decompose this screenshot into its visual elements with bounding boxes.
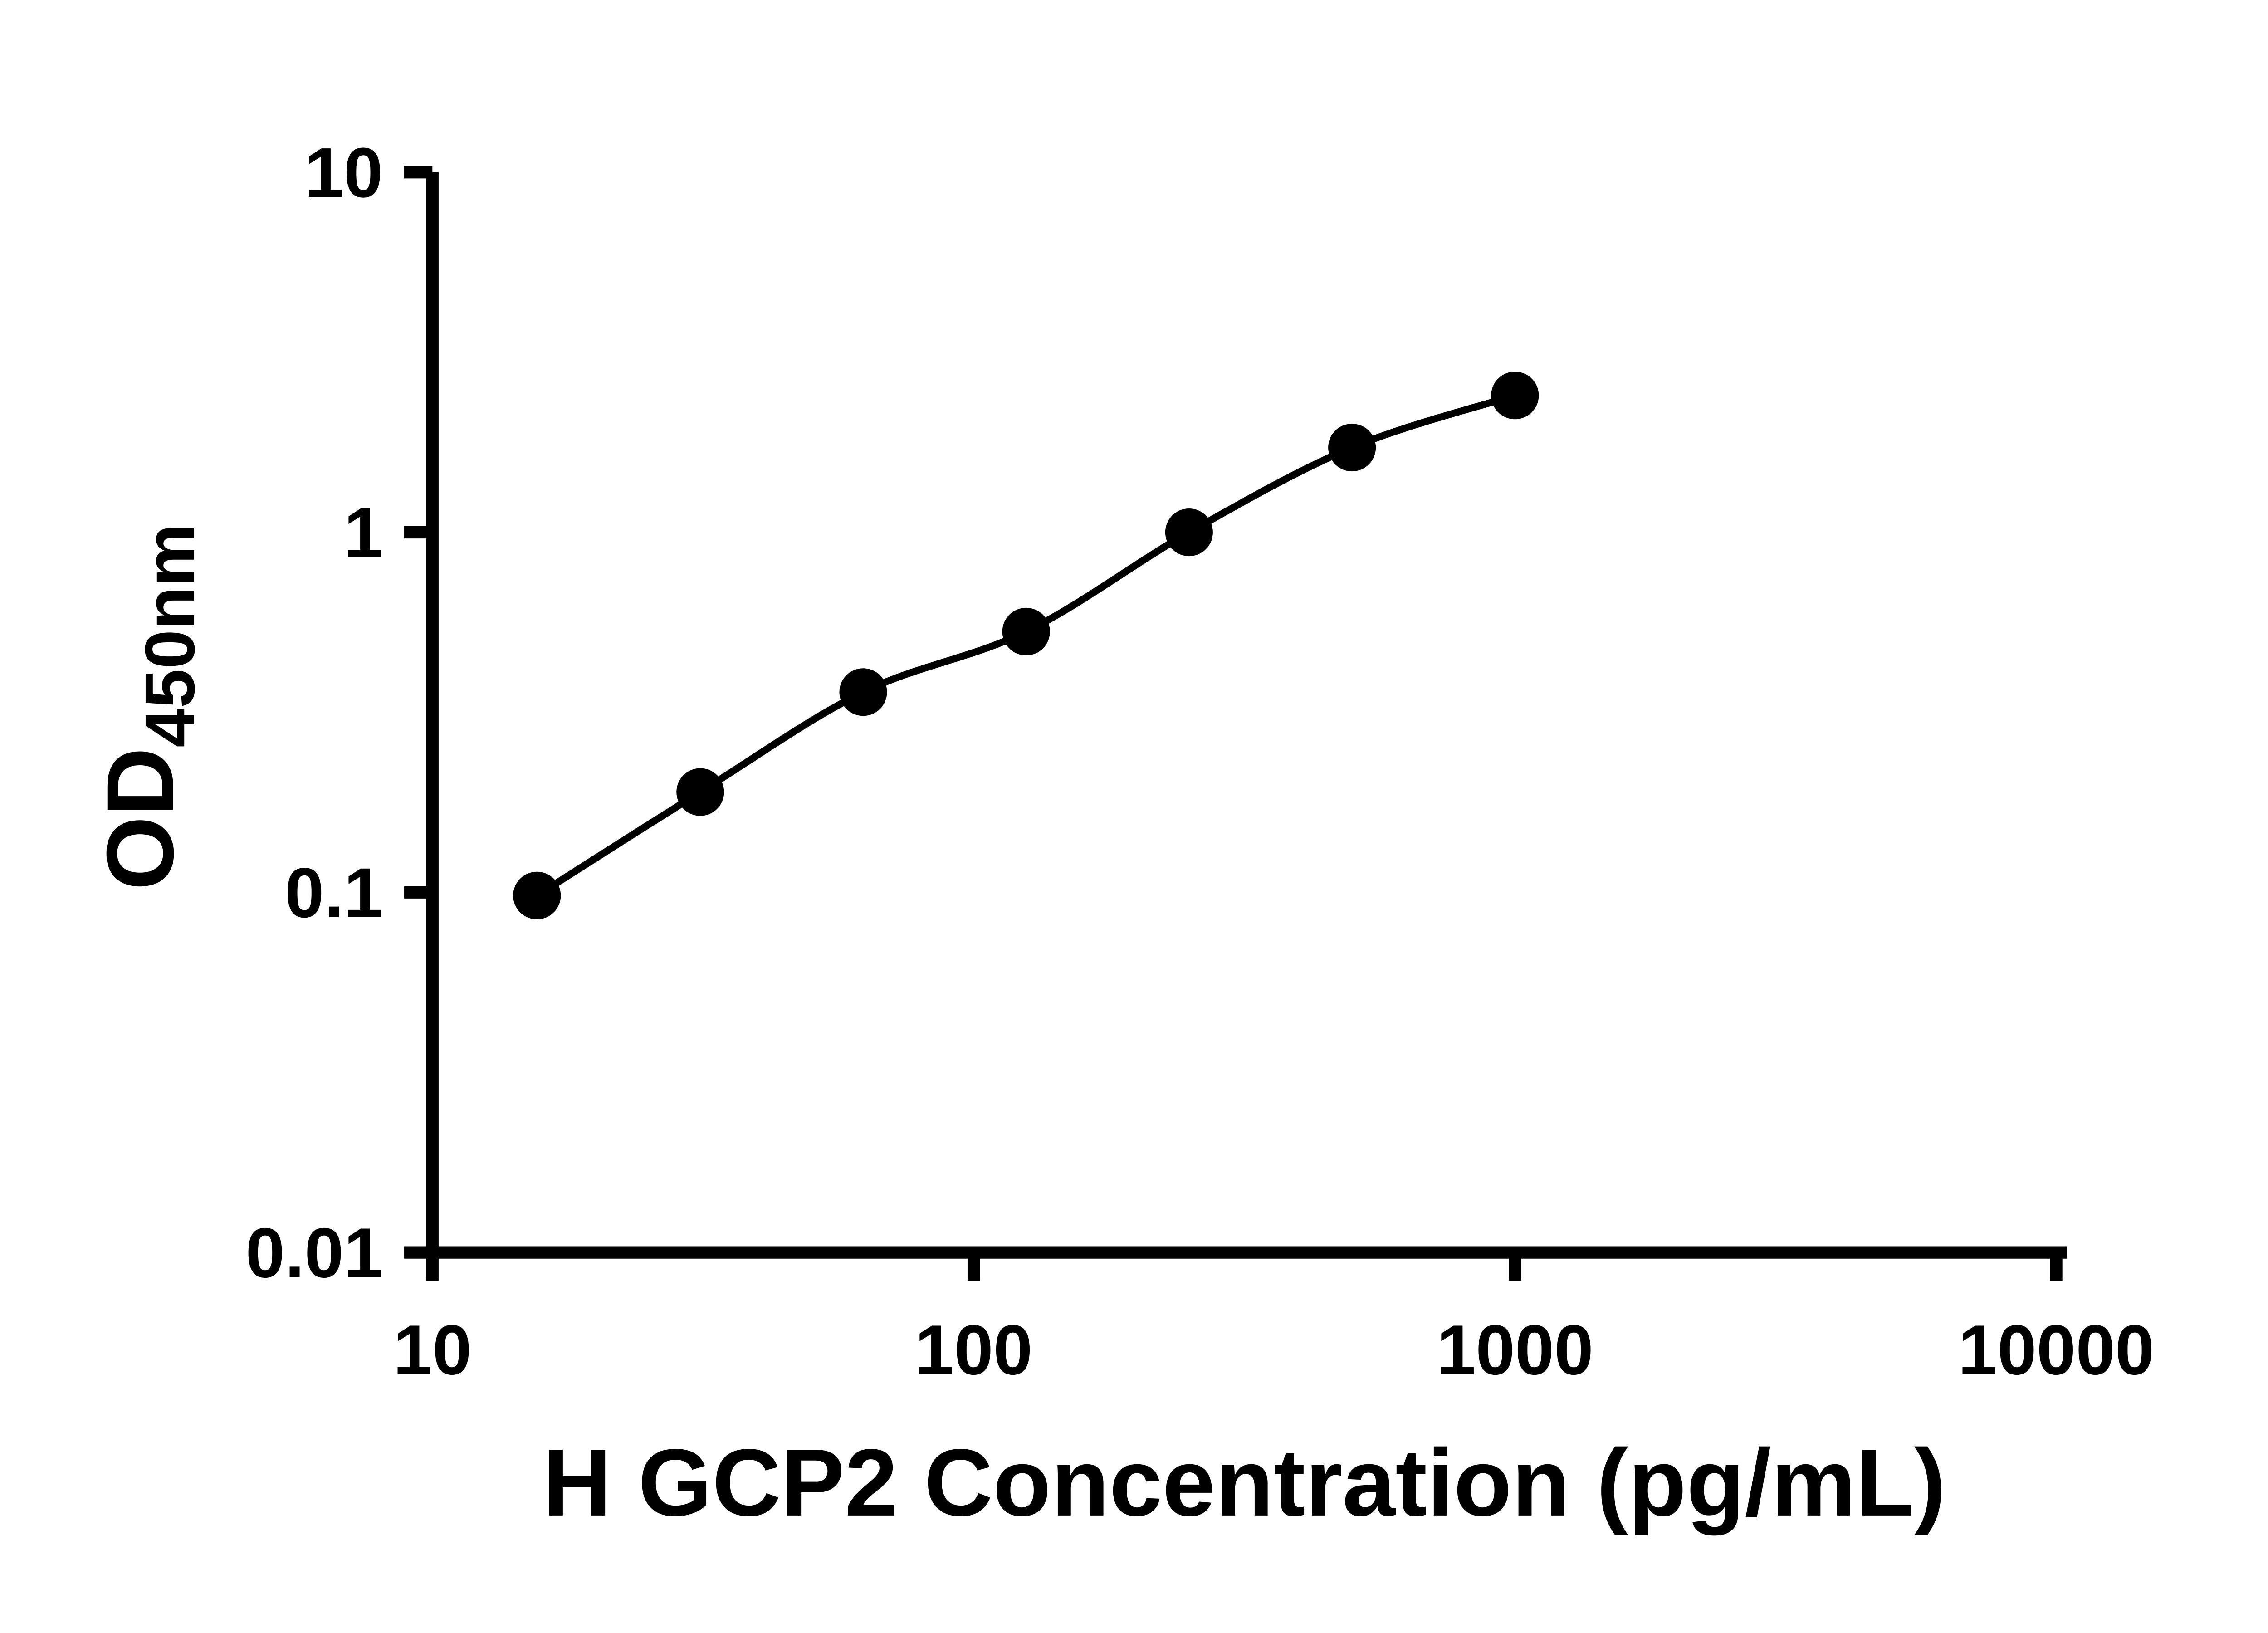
data-point bbox=[1165, 508, 1213, 557]
data-point bbox=[1491, 372, 1539, 420]
x-tick-label: 10 bbox=[393, 1310, 472, 1389]
y-axis-title-main: OD bbox=[87, 748, 193, 890]
x-tick-label: 100 bbox=[915, 1310, 1033, 1389]
x-axis-title: H GCP2 Concentration (pg/mL) bbox=[543, 1429, 1946, 1536]
data-point bbox=[839, 668, 887, 716]
data-points-layer bbox=[513, 372, 1539, 919]
axis-lines bbox=[426, 172, 2067, 1259]
x-tick-label: 10000 bbox=[1958, 1310, 2155, 1389]
x-tick-label: 1000 bbox=[1437, 1310, 1593, 1389]
y-axis-title-subscript: 450nm bbox=[130, 524, 209, 748]
y-tick-label: 0.1 bbox=[285, 853, 383, 932]
axis-tick-labels: 10 100 1000 10000 0.01 0.1 1 10 bbox=[245, 133, 2154, 1389]
y-tick-label: 1 bbox=[344, 493, 383, 572]
data-point bbox=[676, 768, 724, 816]
y-tick-label: 0.01 bbox=[245, 1213, 383, 1292]
axes bbox=[426, 172, 2067, 1259]
data-point bbox=[1002, 607, 1050, 655]
data-point bbox=[513, 871, 561, 919]
axis-ticks bbox=[404, 166, 2063, 1281]
y-tick-label: 10 bbox=[304, 133, 383, 212]
data-point bbox=[1328, 424, 1376, 472]
y-axis-title: OD450nm bbox=[87, 524, 209, 890]
